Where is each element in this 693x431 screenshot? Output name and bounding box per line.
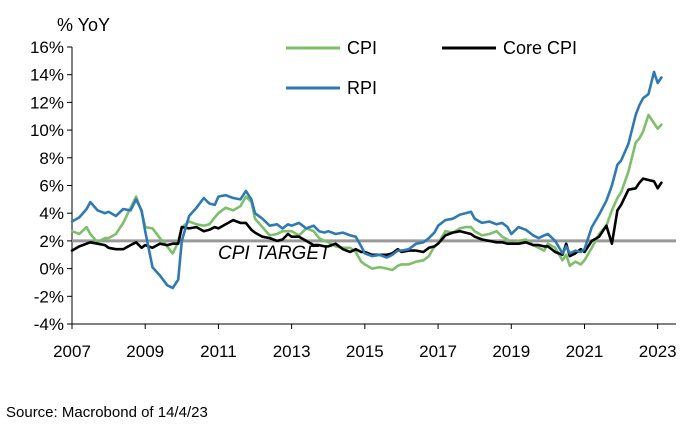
x-tick-label: 2023	[639, 342, 677, 361]
ticks-layer: 16% 14% 12% 10% 8% 6% 4% 2% 0% -2% -4% 2007 2009 2011…	[30, 38, 677, 361]
series-line-cpi	[70, 113, 663, 272]
y-tick-label: -2%	[34, 287, 64, 306]
x-tick-label: 2013	[273, 342, 311, 361]
y-tick-label: 14%	[30, 66, 64, 85]
series-line-core-cpi	[70, 177, 663, 258]
y-tick-label: 8%	[39, 149, 64, 168]
legend-label-cpi: CPI	[347, 38, 377, 58]
legend-label-rpi: RPI	[347, 78, 377, 98]
y-tick-label: 12%	[30, 93, 64, 112]
x-tick-label: 2009	[126, 342, 164, 361]
y-tick-label: 10%	[30, 121, 64, 140]
x-tick-label: 2007	[53, 342, 91, 361]
series-line-rpi	[70, 70, 663, 290]
x-tick-label: 2015	[346, 342, 384, 361]
cpi-target-label: CPI TARGET	[218, 243, 332, 264]
y-tick-label: 16%	[30, 38, 64, 57]
y-axis-unit-label: % YoY	[57, 15, 110, 35]
legend: CPI Core CPI RPI	[286, 38, 577, 98]
legend-label-core-cpi: Core CPI	[503, 38, 577, 58]
y-tick-label: 0%	[39, 260, 64, 279]
x-tick-label: 2011	[200, 342, 237, 361]
x-tick-label: 2017	[419, 342, 457, 361]
y-tick-label: 4%	[39, 204, 64, 223]
series-layer	[70, 70, 663, 290]
y-tick-label: -4%	[34, 315, 64, 334]
y-tick-label: 6%	[39, 177, 64, 196]
x-tick-label: 2021	[566, 342, 604, 361]
y-tick-label: 2%	[39, 232, 64, 251]
x-tick-label: 2019	[492, 342, 530, 361]
cpi-rpi-chart: CPI TARGET 16% 14% 12% 10% 8% 6% 4% 2% 0% -2% -4% 2…	[30, 15, 677, 361]
source-note: Source: Macrobond of 14/4/23	[6, 404, 208, 421]
target-layer: CPI TARGET	[72, 239, 676, 264]
